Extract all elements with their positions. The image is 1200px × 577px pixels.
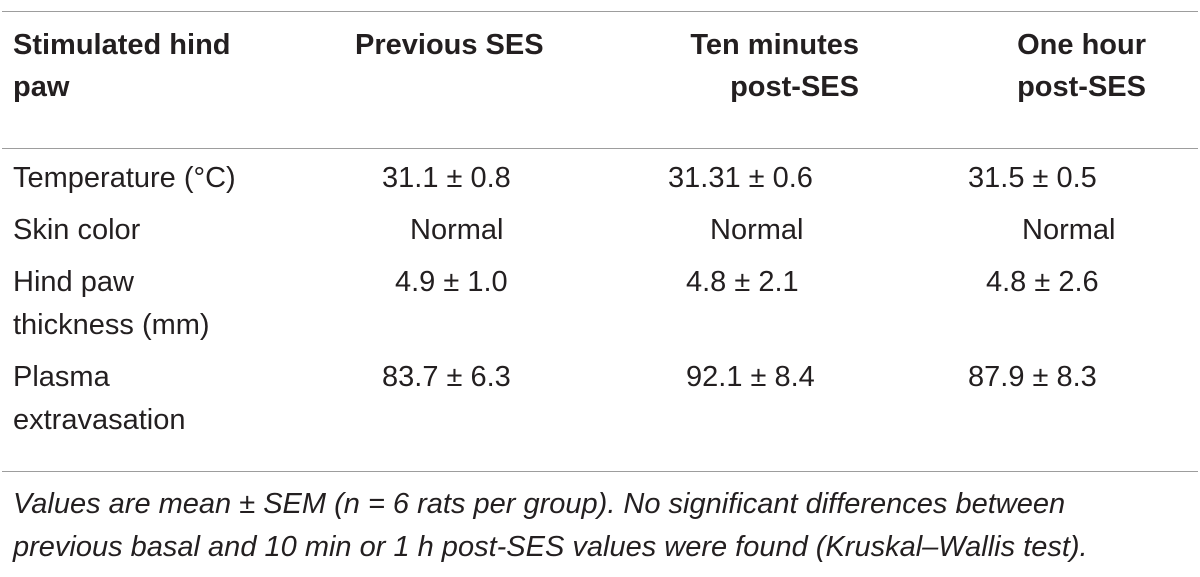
table-cell: Normal: [410, 214, 504, 246]
row-label-line: Temperature (°C): [13, 162, 236, 194]
table-footnote: Values are mean ± SEM (n = 6 rats per gr…: [13, 483, 1193, 569]
table-row: Skin color Normal Normal Normal: [0, 209, 1200, 261]
row-label-line: extravasation: [13, 404, 186, 436]
footnote-line: Values are mean ± SEM (n = 6 rats per gr…: [13, 488, 1066, 520]
header-ten-minutes-post-ses: Ten minutes post-SES: [606, 24, 912, 108]
header-row: Stimulated hind paw Previous SES Ten min…: [0, 24, 1200, 108]
table-cell: 4.8 ± 2.6: [986, 266, 1099, 298]
header-line: Stimulated hind: [13, 29, 231, 61]
header-previous-ses: Previous SES: [340, 24, 606, 108]
row-label: Skin color: [0, 209, 340, 261]
header-line: One hour: [1017, 29, 1146, 61]
row-label: Temperature (°C): [0, 157, 340, 209]
table-cell: 87.9 ± 8.3: [968, 361, 1097, 393]
table-row: Temperature (°C) 31.1 ± 0.8 31.31 ± 0.6 …: [0, 157, 1200, 209]
row-label: Plasma extravasation: [0, 356, 340, 451]
table-row: Hind paw thickness (mm) 4.9 ± 1.0 4.8 ± …: [0, 261, 1200, 356]
table-cell: Normal: [710, 214, 804, 246]
table-row: Plasma extravasation 83.7 ± 6.3 92.1 ± 8…: [0, 356, 1200, 451]
header-line: Ten minutes: [690, 29, 859, 61]
table-cell: 4.9 ± 1.0: [395, 266, 508, 298]
bottom-rule: [2, 471, 1198, 472]
row-label-line: Plasma: [13, 361, 110, 393]
header-line: post-SES: [730, 71, 859, 103]
footnote-line: previous basal and 10 min or 1 h post-SE…: [13, 531, 1088, 563]
table-header: Stimulated hind paw Previous SES Ten min…: [0, 24, 1200, 108]
table-cell: 31.31 ± 0.6: [668, 162, 813, 194]
table-cell: 83.7 ± 6.3: [382, 361, 511, 393]
header-line: paw: [13, 71, 70, 103]
top-rule: [2, 11, 1198, 12]
header-rule: [2, 148, 1198, 149]
table-cell: Normal: [1022, 214, 1116, 246]
header-line: post-SES: [1017, 71, 1146, 103]
table-cell: 31.5 ± 0.5: [968, 162, 1097, 194]
table-cell: 92.1 ± 8.4: [686, 361, 815, 393]
row-label-line: Hind paw: [13, 266, 134, 298]
header-one-hour-post-ses: One hour post-SES: [912, 24, 1200, 108]
table-body: Temperature (°C) 31.1 ± 0.8 31.31 ± 0.6 …: [0, 157, 1200, 451]
table-cell: 4.8 ± 2.1: [686, 266, 799, 298]
header-line: Previous SES: [355, 29, 544, 61]
row-label-line: Skin color: [13, 214, 141, 246]
header-stimulated-hind-paw: Stimulated hind paw: [0, 24, 340, 108]
row-label-line: thickness (mm): [13, 309, 210, 341]
row-label: Hind paw thickness (mm): [0, 261, 340, 356]
table-cell: 31.1 ± 0.8: [382, 162, 511, 194]
